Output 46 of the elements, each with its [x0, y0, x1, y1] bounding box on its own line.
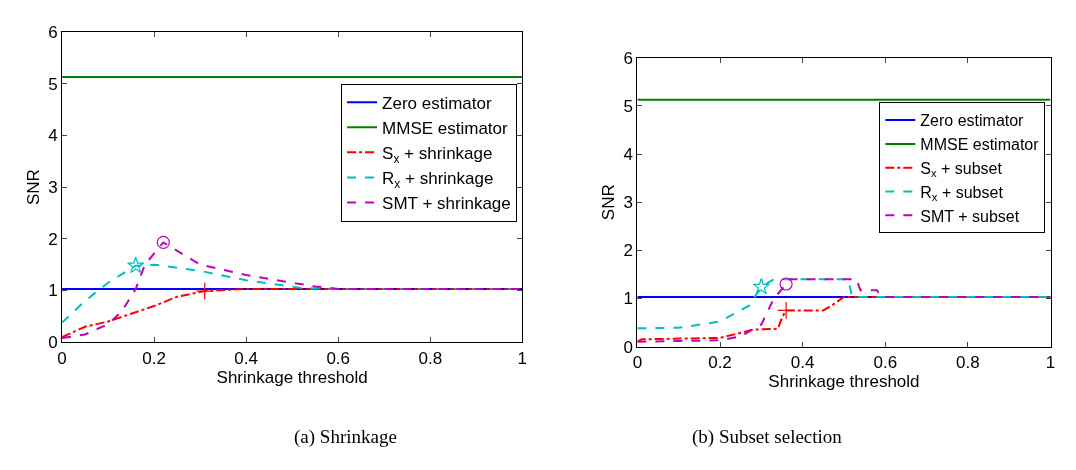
x-tick-label: 0.2: [708, 352, 732, 372]
legend-label: S$_{x}$ + shrinkage: [382, 143, 493, 166]
x-tick-label: 0.4: [234, 348, 258, 368]
y-tick-label: 6: [48, 22, 58, 42]
y-tick-label: 4: [48, 126, 58, 146]
y-tick-label: 3: [623, 193, 633, 213]
legend-label: R$_{x}$ + subset: [920, 183, 1004, 204]
point: [777, 301, 796, 320]
legend-label: SMT + subset: [920, 207, 1020, 225]
x-tick-label: 0.4: [790, 352, 815, 372]
x-tick-label: 0.6: [326, 348, 351, 368]
x-axis-title: Shrinkage threshold: [216, 367, 368, 387]
y-tick-label: 2: [48, 229, 58, 249]
x-tick-label: 0.8: [418, 348, 443, 368]
x-tick-label: 0.8: [956, 352, 980, 372]
x-tick-label: 1: [517, 348, 528, 368]
legend-label: Zero estimator: [382, 93, 493, 113]
x-tick-label: 0.2: [142, 348, 166, 368]
point: [127, 256, 145, 274]
point: [779, 277, 793, 291]
y-tick-label: 5: [623, 96, 633, 116]
point: [156, 235, 170, 250]
legend-label: MMSE estimator: [920, 136, 1040, 154]
y-tick-label: 3: [48, 178, 58, 198]
y-axis-title: SNR: [599, 184, 619, 221]
point: [195, 282, 214, 301]
legend-label: S$_{x}$ + subset: [920, 159, 1003, 180]
point: [752, 277, 770, 295]
legend-label: Zero estimator: [920, 112, 1025, 130]
y-tick-label: 4: [623, 145, 633, 164]
y-tick-label: 0: [48, 333, 58, 353]
text: (a) Shrinkage: [294, 426, 397, 448]
y-axis-title: SNR: [23, 169, 43, 206]
y-tick-label: 1: [623, 289, 633, 309]
text: (b) Subset selection: [692, 426, 843, 448]
x-tick-label: 1: [1045, 352, 1056, 372]
legend-label: R$_{x}$ + shrinkage: [382, 169, 494, 191]
y-tick-label: 2: [623, 241, 633, 261]
line-series: [637, 278, 1051, 343]
x-axis-title: Shrinkage threshold: [768, 371, 920, 391]
legend-label: MMSE estimator: [382, 118, 509, 138]
x-tick-label: 0.6: [873, 352, 898, 372]
y-tick-label: 6: [623, 48, 633, 68]
y-tick-label: 5: [48, 74, 58, 94]
y-tick-label: 1: [48, 281, 58, 301]
legend-label: SMT + shrinkage: [382, 194, 511, 214]
